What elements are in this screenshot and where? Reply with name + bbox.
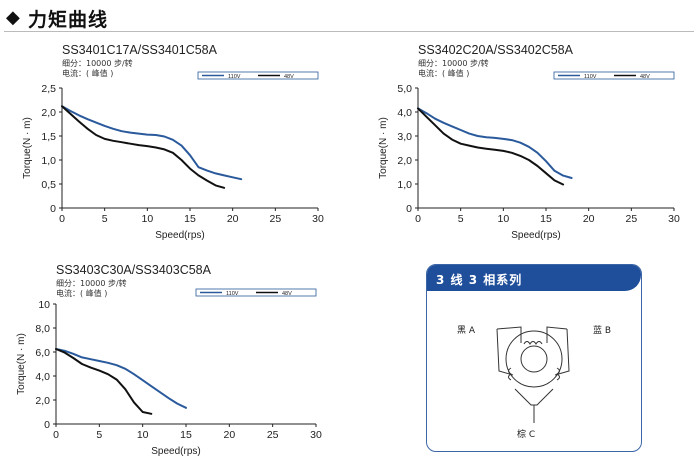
series-line-110v: [55, 348, 187, 409]
y-tick-label: 2,0: [41, 107, 56, 119]
chart-model-title: SS3401C17A/SS3401C58A: [62, 43, 218, 57]
x-tick-label: 30: [312, 213, 324, 225]
x-axis-label: Speed(rps): [151, 446, 200, 457]
x-axis-label: Speed(rps): [155, 230, 204, 241]
torque-chart-ss3403: SS3403C30A/SS3403C58A 细分：10000 步/转 电流：( 峰值…: [0, 258, 340, 462]
y-tick-label: 5,0: [397, 83, 412, 95]
x-tick-label: 5: [458, 213, 464, 225]
section-title: 力矩曲线: [28, 9, 109, 31]
chart-model-title: SS3402C20A/SS3402C58A: [418, 43, 574, 57]
y-tick-label: 2,5: [41, 83, 56, 95]
y-tick-label: 0: [44, 419, 50, 431]
torque-chart-ss3401: SS3401C17A/SS3401C58A 细分：10000 步/转 电流：( 峰值…: [0, 36, 340, 254]
chart-current-note: 电流：( 峰值 ): [62, 68, 113, 78]
wiring-panel-title: 3 线 3 相系列: [436, 273, 523, 287]
x-tick-label: 0: [53, 429, 59, 441]
series-line-110v: [61, 105, 243, 181]
y-tick-label: 4,0: [35, 371, 50, 383]
wire-label-a: 黑 A: [457, 326, 476, 336]
y-axis-label: Torque(N · m): [378, 117, 389, 179]
y-tick-label: 2,0: [35, 395, 50, 407]
x-tick-label: 15: [540, 213, 552, 225]
chart-model-title: SS3403C30A/SS3403C58A: [56, 263, 212, 277]
x-tick-label: 0: [415, 213, 421, 225]
torque-chart-ss3402: SS3402C20A/SS3402C58A 细分：10000 步/转 电流：( 峰值…: [356, 36, 696, 254]
wiring-panel: 3 线 3 相系列 黑 A 蓝 B 棕 C: [426, 264, 642, 452]
x-tick-label: 20: [227, 213, 239, 225]
legend-label: 110V: [226, 291, 239, 297]
wiring-diagram: [496, 326, 570, 423]
legend-label: 110V: [228, 74, 241, 80]
y-tick-label: 1,5: [41, 131, 56, 143]
x-tick-label: 20: [583, 213, 595, 225]
legend-label: 48V: [282, 291, 292, 297]
wire-label-c: 棕 C: [517, 430, 536, 440]
chart-current-note: 电流：( 峰值 ): [418, 68, 469, 78]
x-tick-label: 10: [141, 213, 153, 225]
x-tick-label: 30: [310, 429, 322, 441]
series-line-48v: [55, 348, 153, 415]
chart-current-note: 电流：( 峰值 ): [56, 288, 107, 298]
chart-subdivision-note: 细分：10000 步/转: [418, 58, 489, 68]
x-tick-label: 15: [180, 429, 192, 441]
legend-label: 110V: [584, 74, 597, 80]
chart-subdivision-note: 细分：10000 步/转: [62, 58, 133, 68]
x-tick-label: 15: [184, 213, 196, 225]
y-tick-label: 2,0: [397, 155, 412, 167]
y-axis-label: Torque(N · m): [16, 333, 27, 395]
y-tick-label: 0: [50, 203, 56, 215]
y-axis-label: Torque(N · m): [22, 117, 33, 179]
y-tick-label: 1,0: [397, 179, 412, 191]
x-tick-label: 5: [102, 213, 108, 225]
legend-label: 48V: [640, 74, 650, 80]
y-tick-label: 3,0: [397, 131, 412, 143]
x-tick-label: 5: [96, 429, 102, 441]
section-header: ◆ 力矩曲线: [4, 3, 694, 32]
x-tick-label: 30: [668, 213, 680, 225]
x-tick-label: 25: [267, 429, 279, 441]
series-line-48v: [61, 105, 226, 189]
x-tick-label: 10: [497, 213, 509, 225]
header-divider: [4, 31, 694, 32]
legend-label: 48V: [284, 74, 294, 80]
y-tick-label: 1,0: [41, 155, 56, 167]
y-tick-label: 6,0: [35, 347, 50, 359]
x-tick-label: 0: [59, 213, 65, 225]
x-tick-label: 25: [625, 213, 637, 225]
wiring-panel-header: 3 线 3 相系列: [427, 265, 641, 291]
chart-subdivision-note: 细分：10000 步/转: [56, 278, 127, 288]
y-tick-label: 8,0: [35, 323, 50, 335]
y-tick-label: 4,0: [397, 107, 412, 119]
x-tick-label: 10: [137, 429, 149, 441]
y-tick-label: 10: [38, 299, 50, 311]
x-tick-label: 25: [269, 213, 281, 225]
y-tick-label: 0,5: [41, 179, 56, 191]
series-line-48v: [417, 107, 565, 186]
y-tick-label: 0: [406, 203, 412, 215]
x-tick-label: 20: [223, 429, 235, 441]
x-axis-label: Speed(rps): [511, 230, 560, 241]
wire-label-b: 蓝 B: [593, 326, 612, 336]
diamond-icon: ◆: [6, 7, 20, 27]
series-line-110v: [417, 107, 573, 179]
